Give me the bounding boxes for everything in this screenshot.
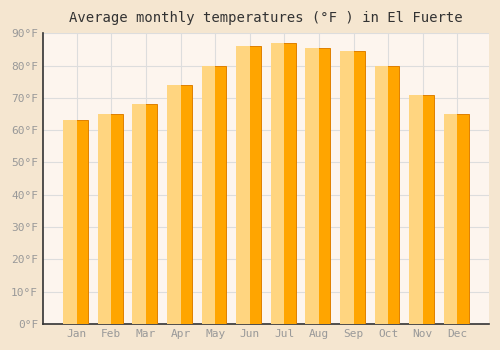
Bar — [98, 114, 112, 324]
Bar — [377, 65, 400, 324]
Bar — [410, 94, 423, 324]
Bar — [167, 85, 180, 324]
Bar — [444, 114, 458, 324]
Bar — [374, 65, 388, 324]
Bar — [132, 104, 146, 324]
Bar — [271, 43, 284, 324]
Bar — [342, 51, 365, 324]
Bar — [446, 114, 468, 324]
Bar — [134, 104, 157, 324]
Bar — [202, 65, 215, 324]
Bar — [100, 114, 122, 324]
Title: Average monthly temperatures (°F ) in El Fuerte: Average monthly temperatures (°F ) in El… — [69, 11, 462, 25]
Bar — [63, 120, 76, 324]
Bar — [204, 65, 227, 324]
Bar — [273, 43, 295, 324]
Bar — [238, 46, 261, 324]
Bar — [236, 46, 250, 324]
Bar — [170, 85, 192, 324]
Bar — [308, 48, 330, 324]
Bar — [340, 51, 353, 324]
Bar — [306, 48, 319, 324]
Bar — [412, 94, 434, 324]
Bar — [66, 120, 88, 324]
